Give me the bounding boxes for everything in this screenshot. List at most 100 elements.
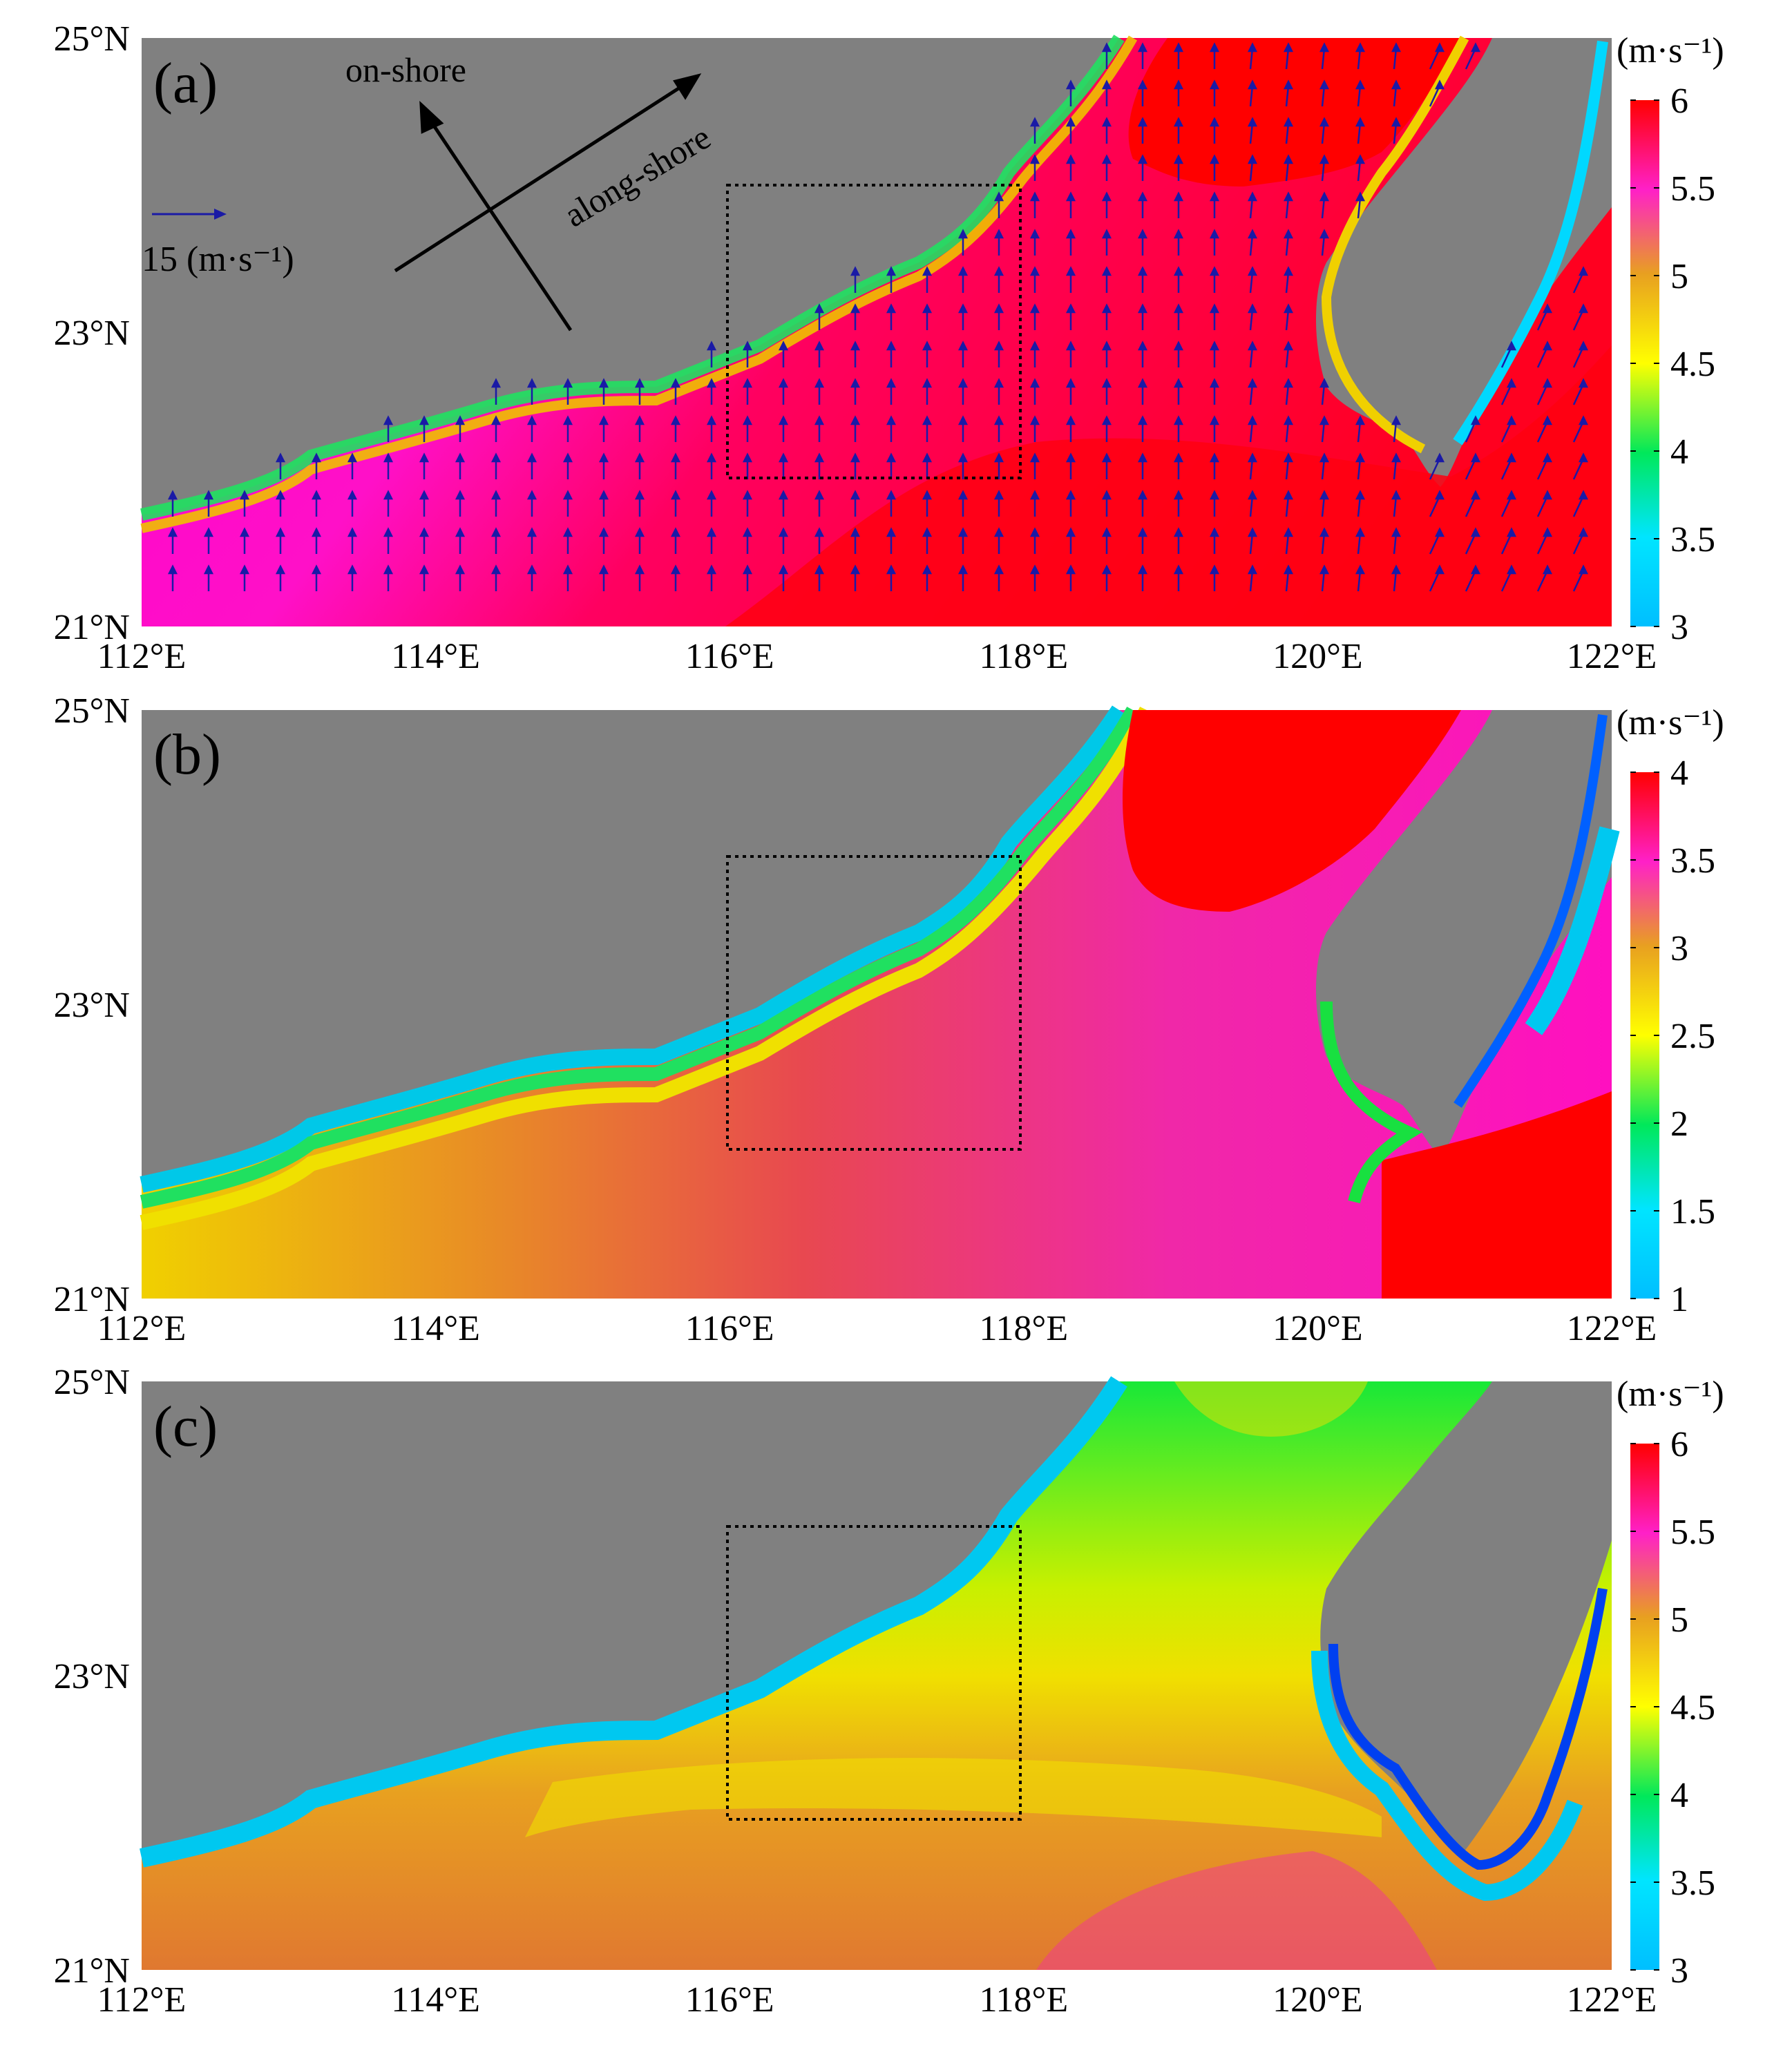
wind-vector-head xyxy=(275,527,286,537)
y-tick-label: 21°N xyxy=(54,1280,130,1319)
wind-vector-head xyxy=(634,564,645,575)
wind-vector-head xyxy=(957,229,969,239)
wind-vector-head xyxy=(957,378,969,388)
wind-vector-head xyxy=(922,341,933,351)
wind-vector-head xyxy=(239,564,250,575)
wind-vector-head xyxy=(1283,564,1294,575)
wind-vector-head xyxy=(1283,79,1294,90)
x-tick-label: 118°E xyxy=(979,637,1068,676)
wind-vector-head xyxy=(670,527,681,537)
wind-vector-head xyxy=(1542,303,1553,314)
wind-vector-head xyxy=(1542,415,1553,425)
wind-vector-head xyxy=(1137,266,1148,276)
panel-a: (a) on-shore along-shore 15 (m·s⁻¹) (m·s… xyxy=(140,31,1724,626)
wind-vector-head xyxy=(1173,117,1184,127)
wind-vector-head xyxy=(1319,490,1330,500)
wind-vector-head xyxy=(1391,415,1402,425)
offshore-yellow-band xyxy=(525,1758,1382,1837)
wind-vector-head xyxy=(1101,229,1112,239)
wind-vector-head xyxy=(850,341,861,351)
wind-vector-head xyxy=(1209,378,1220,388)
wind-vector-head xyxy=(778,415,789,425)
wind-vector-head xyxy=(1355,79,1366,90)
wind-vector-head xyxy=(1283,42,1294,52)
colorbar-unit: (m·s⁻¹) xyxy=(1617,1375,1724,1414)
taiwan-coast-band-cyan xyxy=(1311,1650,1583,1902)
wind-vector-head xyxy=(850,527,861,537)
wind-vector-head xyxy=(1319,191,1330,202)
wind-vector-head xyxy=(167,490,178,500)
coastal-band-yellow xyxy=(140,707,1154,1230)
wind-vector-head xyxy=(1137,154,1148,164)
wind-vector-head xyxy=(526,564,537,575)
wind-vector-head xyxy=(1209,490,1220,500)
wind-vector-head xyxy=(1319,154,1330,164)
wind-vector-head xyxy=(562,415,573,425)
wind-vector-head xyxy=(1283,303,1294,314)
wind-vector-head xyxy=(1470,527,1481,537)
wind-vector-head xyxy=(1506,490,1517,500)
wind-vector-head xyxy=(1173,266,1184,276)
wind-vector-head xyxy=(1065,229,1076,239)
wind-vector-head xyxy=(1101,79,1112,90)
wind-vector-head xyxy=(1101,303,1112,314)
wind-vector-head xyxy=(1283,378,1294,388)
wind-vector-head xyxy=(1283,527,1294,537)
wind-vector-head xyxy=(1578,266,1589,276)
wind-vector-head xyxy=(526,490,537,500)
wind-vector-head xyxy=(886,415,897,425)
wind-vector-head xyxy=(419,527,430,537)
x-tick-label: 114°E xyxy=(391,637,480,676)
wind-vector-head xyxy=(1434,79,1445,90)
wind-vector-head xyxy=(922,303,933,314)
axis-labels: 112°E 114°E 116°E 118°E 120°E 122°E21°N23°N25… xyxy=(54,19,1715,2020)
wind-vector-head xyxy=(993,266,1004,276)
wind-vector-head xyxy=(490,527,502,537)
wind-vector-head xyxy=(275,452,286,463)
wind-vector-head xyxy=(957,564,969,575)
wind-vector-head xyxy=(1101,42,1112,52)
wind-vector-head xyxy=(1209,341,1220,351)
high-wind-north xyxy=(1128,38,1465,186)
wind-vector-head xyxy=(1173,564,1184,575)
x-tick-label: 118°E xyxy=(979,1980,1068,2020)
wind-vector-head xyxy=(1578,303,1589,314)
wind-vector-head xyxy=(1470,415,1481,425)
wind-vector-head xyxy=(1470,490,1481,500)
panel-label: (a) xyxy=(153,51,218,115)
colorbar-unit: (m·s⁻¹) xyxy=(1617,31,1724,70)
wind-vector-head xyxy=(455,527,466,537)
wind-vector-head xyxy=(1247,42,1258,52)
wind-vector-head xyxy=(419,490,430,500)
wind-vector-head xyxy=(1029,564,1040,575)
wind-vector-head xyxy=(1578,415,1589,425)
wind-vector-head xyxy=(1542,490,1553,500)
wind-vector-head xyxy=(1434,564,1445,575)
wind-vector-head xyxy=(490,490,502,500)
wind-vector-head xyxy=(1578,564,1589,575)
vector-scale-label: 15 (m·s⁻¹) xyxy=(142,240,294,279)
wind-vector-head xyxy=(1101,341,1112,351)
wind-vector-head xyxy=(1355,42,1366,52)
wind-vector-head xyxy=(1173,303,1184,314)
taiwan-coast-band xyxy=(1321,35,1469,454)
colorbar-tick-label: 4.5 xyxy=(1670,1688,1715,1727)
wind-vector-head xyxy=(1065,564,1076,575)
wind-vector-head xyxy=(1101,378,1112,388)
wind-vector-head xyxy=(1283,452,1294,463)
wind-vector-head xyxy=(1470,42,1481,52)
wind-vector-head xyxy=(1029,154,1040,164)
wind-vector-head xyxy=(1247,564,1258,575)
wind-vector-head xyxy=(1506,341,1517,351)
wind-vector-head xyxy=(1247,191,1258,202)
wind-vector-head xyxy=(1029,341,1040,351)
wind-vector-head xyxy=(634,415,645,425)
wind-vector-head xyxy=(670,490,681,500)
colorbar-tick-label: 3 xyxy=(1670,929,1688,968)
wind-vector-head xyxy=(1209,303,1220,314)
wind-vector-head xyxy=(562,452,573,463)
x-tick-label: 120°E xyxy=(1272,1980,1363,2020)
wind-vector-head xyxy=(886,378,897,388)
x-tick-label: 116°E xyxy=(685,1309,774,1348)
y-tick-label: 23°N xyxy=(54,314,130,353)
